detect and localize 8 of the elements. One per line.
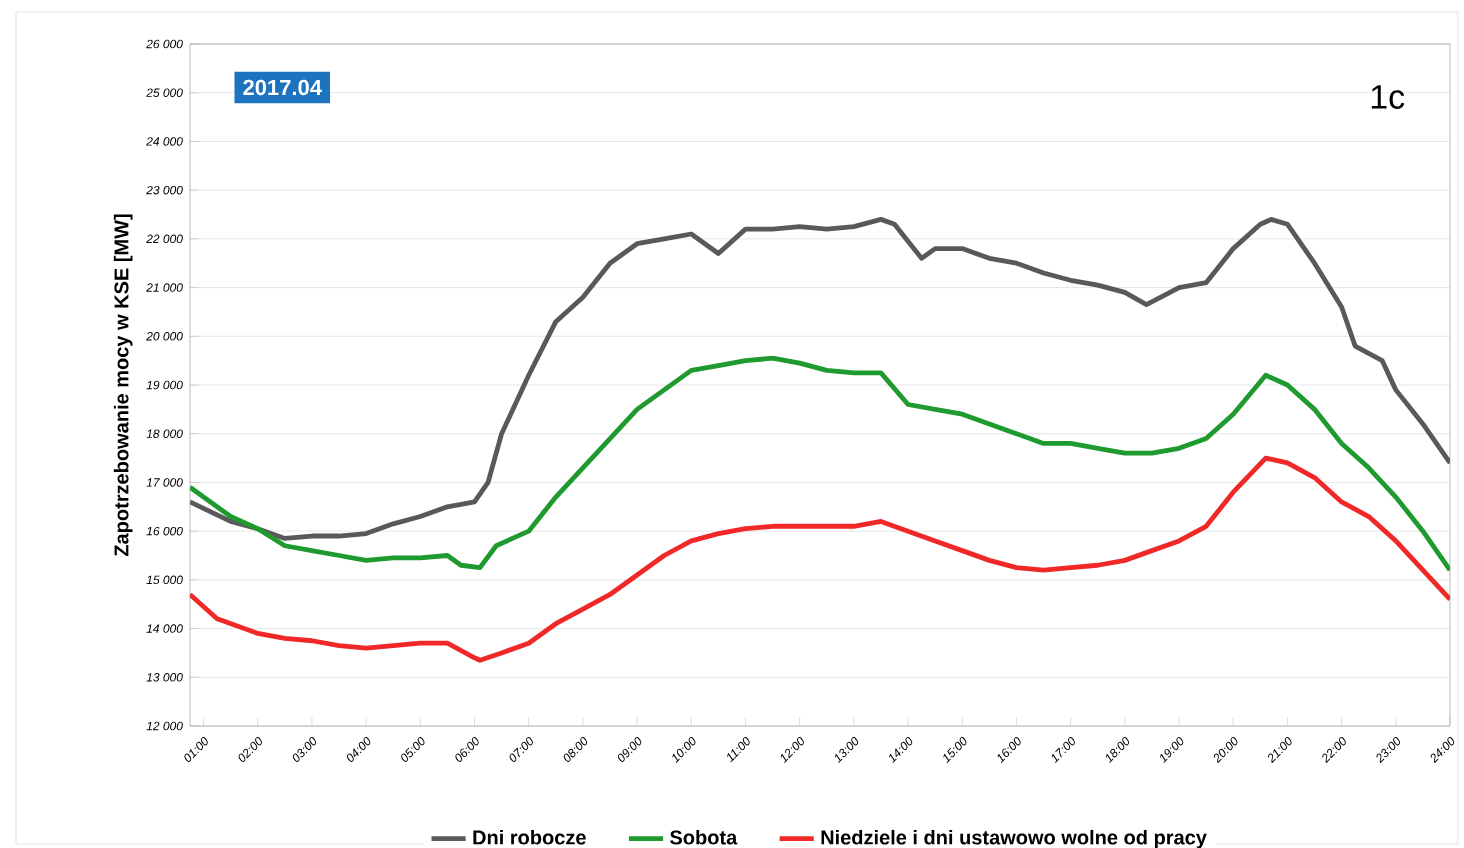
annotation: 1c bbox=[1371, 85, 1405, 109]
legend-label: Dni robocze bbox=[473, 829, 586, 845]
y-axis-title: Zapotrzebowanie mocy w KSE [MW] bbox=[113, 214, 133, 557]
annotation: 2017.04 bbox=[243, 79, 322, 96]
line-series bbox=[190, 216, 1450, 541]
legend-label: Sobota bbox=[670, 829, 738, 845]
legend-label: Niedziele i dni ustawowo wolne od pracy bbox=[821, 829, 1207, 848]
line-series bbox=[190, 355, 1450, 573]
